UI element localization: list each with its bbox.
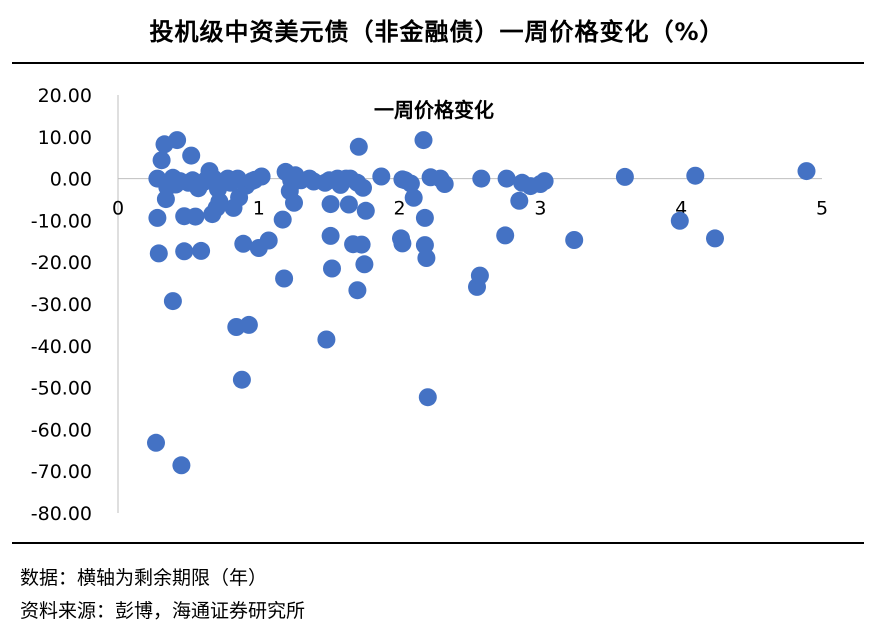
data-point bbox=[186, 207, 205, 226]
data-point bbox=[372, 167, 391, 186]
data-point bbox=[182, 146, 201, 165]
data-point bbox=[354, 178, 372, 197]
y-tick-label: -10.00 bbox=[31, 210, 92, 232]
data-point bbox=[149, 244, 168, 263]
data-point bbox=[148, 208, 167, 227]
data-point bbox=[163, 292, 182, 311]
data-points bbox=[147, 131, 816, 475]
data-point bbox=[496, 226, 515, 245]
scatter-chart: 一周价格变化 20.00 10.00 0.00 -10.00 -20.00 -30.00 -… bbox=[31, 85, 828, 525]
data-point bbox=[192, 241, 211, 260]
data-point bbox=[147, 433, 165, 452]
data-point bbox=[401, 174, 420, 193]
data-point bbox=[470, 266, 489, 285]
y-tick-label: -40.00 bbox=[31, 336, 92, 358]
data-point bbox=[670, 211, 689, 230]
y-tick-label: -30.00 bbox=[31, 294, 92, 316]
data-point bbox=[417, 249, 436, 267]
data-point bbox=[349, 137, 368, 156]
data-point bbox=[252, 167, 271, 186]
data-point bbox=[565, 231, 584, 249]
data-point bbox=[259, 231, 278, 250]
data-point bbox=[321, 195, 340, 214]
data-point bbox=[321, 226, 340, 245]
data-point bbox=[352, 235, 371, 254]
data-point bbox=[435, 175, 454, 193]
data-point bbox=[239, 315, 258, 334]
x-tick-label: 5 bbox=[816, 198, 828, 220]
data-point bbox=[317, 330, 336, 349]
data-point bbox=[339, 195, 358, 214]
data-point bbox=[404, 188, 423, 207]
data-point bbox=[510, 191, 529, 210]
y-tick-label: -60.00 bbox=[31, 419, 92, 441]
data-point bbox=[348, 281, 367, 300]
x-tick-label: 0 bbox=[112, 198, 124, 220]
data-point bbox=[323, 259, 341, 278]
data-point bbox=[355, 255, 374, 274]
x-tick-label: 2 bbox=[394, 198, 406, 220]
data-point bbox=[356, 201, 375, 220]
axes: 20.00 10.00 0.00 -10.00 -20.00 -30.00 -40.00 -5… bbox=[31, 85, 828, 525]
data-point bbox=[285, 193, 303, 212]
data-note: 数据：横轴为剩余期限（年） bbox=[20, 567, 268, 589]
chart-title: 一周价格变化 bbox=[374, 98, 494, 122]
data-point bbox=[414, 131, 433, 150]
y-tick-label: -20.00 bbox=[31, 252, 92, 274]
data-point bbox=[273, 210, 292, 229]
data-point bbox=[535, 172, 554, 191]
data-point bbox=[497, 169, 516, 188]
data-point bbox=[172, 456, 191, 475]
data-point bbox=[472, 169, 491, 188]
data-point bbox=[175, 242, 194, 261]
y-tick-label: 0.00 bbox=[50, 169, 92, 191]
page-title: 投机级中资美元债（非金融债）一周价格变化（%） bbox=[149, 18, 725, 46]
data-point bbox=[797, 162, 816, 181]
top-divider bbox=[12, 62, 864, 64]
y-tick-label: 10.00 bbox=[38, 127, 92, 149]
data-point bbox=[415, 208, 434, 227]
data-point bbox=[275, 269, 294, 288]
data-point bbox=[168, 131, 187, 150]
y-tick-label: 20.00 bbox=[38, 85, 92, 107]
data-point bbox=[686, 166, 705, 185]
data-point bbox=[152, 151, 171, 170]
y-tick-label: -70.00 bbox=[31, 461, 92, 483]
data-point bbox=[232, 370, 251, 389]
bottom-divider bbox=[12, 542, 864, 544]
x-tick-label: 3 bbox=[534, 198, 546, 220]
source-note: 资料来源：彭博，海通证券研究所 bbox=[20, 600, 306, 622]
data-point bbox=[418, 388, 437, 407]
data-point bbox=[393, 234, 412, 253]
y-tick-label: -80.00 bbox=[31, 503, 92, 525]
data-point bbox=[234, 234, 253, 253]
y-tick-label: -50.00 bbox=[31, 378, 92, 400]
data-point bbox=[210, 192, 229, 211]
x-tick-label: 1 bbox=[253, 198, 265, 220]
data-point bbox=[615, 167, 634, 186]
data-point bbox=[706, 229, 724, 248]
